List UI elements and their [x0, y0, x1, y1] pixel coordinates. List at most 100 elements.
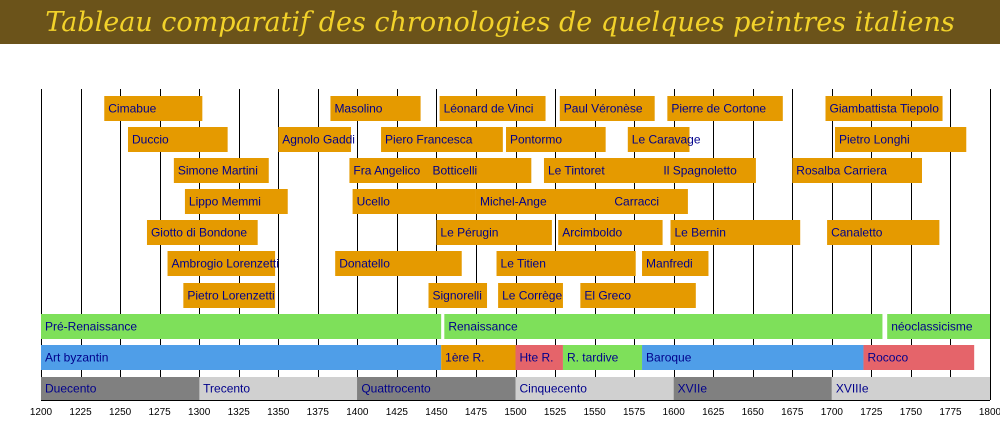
- painter-label: Pietro Lorenzetti: [187, 289, 274, 303]
- painter-bar: [183, 283, 276, 308]
- painter-lippo-memmi: Lippo Memmi: [184, 189, 288, 214]
- century-bar: [199, 377, 358, 400]
- period-bar: [444, 314, 883, 339]
- x-tick-label: 1250: [109, 407, 132, 418]
- painter-donatello: Donatello: [335, 251, 462, 276]
- style-bar: [41, 345, 442, 370]
- x-tick-label: 1225: [69, 407, 92, 418]
- style-label: Baroque: [646, 351, 692, 365]
- painter-label: Agnolo Gaddi: [282, 133, 355, 147]
- painter-label: Cimabue: [108, 102, 156, 116]
- chart-title: Tableau comparatif des chronologies de q…: [45, 6, 955, 38]
- painter-label: Léonard de Vinci: [444, 102, 534, 116]
- style-r-tardive: R. tardive: [562, 345, 643, 370]
- painter-label: Donatello: [339, 257, 390, 271]
- period-pre-renaissance: Pré-Renaissance: [41, 314, 442, 339]
- painter-signorelli: Signorelli: [428, 283, 488, 308]
- century-label: XVIIIe: [836, 382, 869, 396]
- painter-rosalba-carriera: Rosalba Carriera: [792, 158, 922, 183]
- painter-label: Rosalba Carriera: [796, 164, 887, 178]
- painter-label: Masolino: [334, 102, 382, 116]
- century-bar: [673, 377, 832, 400]
- x-tick-label: 1475: [465, 407, 488, 418]
- painter-bar: [352, 189, 476, 214]
- painter-label: Le Bernin: [675, 226, 726, 240]
- century-bar: [515, 377, 674, 400]
- painter-bar: [335, 251, 462, 276]
- period-bar: [41, 314, 442, 339]
- century-label: Duecento: [45, 382, 97, 396]
- painter-bar: [184, 189, 288, 214]
- painter-manfredi: Manfredi: [642, 251, 709, 276]
- century-xviie: XVIIe: [673, 377, 832, 400]
- painter-simone-martini: Simone Martini: [173, 158, 269, 183]
- painter-bar: [834, 127, 967, 152]
- painter-label: Botticelli: [433, 164, 478, 178]
- style-label: Hte R.: [520, 351, 554, 365]
- painter-bar: [439, 96, 546, 121]
- painter-carracci: Carracci: [610, 189, 688, 214]
- period-bar: [887, 314, 990, 339]
- x-tick-label: 1525: [544, 407, 567, 418]
- century-quattrocento: Quattrocento: [357, 377, 516, 400]
- painter-label: Pontormo: [510, 133, 562, 147]
- painter-bar: [558, 220, 663, 245]
- period-label: Pré-Renaissance: [45, 320, 137, 334]
- century-bar: [831, 377, 990, 400]
- painter-le-correge: Le Corrège: [498, 283, 563, 308]
- painter-agnolo-gaddi: Agnolo Gaddi: [278, 127, 355, 152]
- painter-giotto-di-bondone: Giotto di Bondone: [146, 220, 258, 245]
- painter-ambrogio-lorenzetti: Ambrogio Lorenzetti: [167, 251, 279, 276]
- x-tick-label: 1450: [425, 407, 448, 418]
- painter-label: Canaletto: [831, 226, 883, 240]
- painter-bar: [543, 158, 665, 183]
- painter-paul-veronese: Paul Véronèse: [559, 96, 655, 121]
- x-tick-label: 1800: [979, 407, 1000, 418]
- painter-label: Ucello: [357, 195, 391, 209]
- century-label: Quattrocento: [361, 382, 431, 396]
- painter-label: Ambrogio Lorenzetti: [172, 257, 279, 271]
- x-tick-label: 1575: [623, 407, 646, 418]
- period-renaissance: Renaissance: [444, 314, 883, 339]
- painter-botticelli: Botticelli: [428, 158, 532, 183]
- period-neoclassicisme: néoclassicisme: [887, 314, 990, 339]
- style-label: 1ère R.: [445, 351, 484, 365]
- painter-bar: [436, 220, 552, 245]
- century-bar: [41, 377, 200, 400]
- painter-bar: [825, 96, 943, 121]
- painter-duccio: Duccio: [127, 127, 228, 152]
- painter-bar: [627, 127, 690, 152]
- style-label: Rococo: [867, 351, 908, 365]
- painter-label: Paul Véronèse: [564, 102, 643, 116]
- painter-bar: [610, 189, 688, 214]
- painter-bar: [792, 158, 922, 183]
- painter-label: Le Titien: [501, 257, 546, 271]
- painter-label: Le Caravage: [632, 133, 701, 147]
- painter-piero-francesca: Piero Francesca: [381, 127, 503, 152]
- century-bar: [357, 377, 516, 400]
- painter-fra-angelico: Fra Angelico: [349, 158, 445, 183]
- painter-label: Pietro Longhi: [839, 133, 910, 147]
- painter-bar: [827, 220, 940, 245]
- style-rococo: Rococo: [863, 345, 975, 370]
- painter-bar: [146, 220, 258, 245]
- painter-bar: [330, 96, 421, 121]
- style-bar: [515, 345, 563, 370]
- painter-giambattista-tiepolo: Giambattista Tiepolo: [825, 96, 943, 121]
- painter-bar: [475, 189, 617, 214]
- painter-le-titien: Le Titien: [496, 251, 636, 276]
- painter-cimabue: Cimabue: [104, 96, 203, 121]
- x-tick-label: 1550: [583, 407, 606, 418]
- painter-bar: [496, 251, 636, 276]
- century-xviiie: XVIIIe: [831, 377, 990, 400]
- x-tick-label: 1700: [821, 407, 844, 418]
- painter-label: Michel-Ange: [480, 195, 547, 209]
- x-tick-label: 1325: [228, 407, 251, 418]
- century-label: Trecento: [203, 382, 250, 396]
- painter-bar: [428, 158, 532, 183]
- style-label: Art byzantin: [45, 351, 108, 365]
- style-bar: [441, 345, 516, 370]
- painter-bar: [278, 127, 352, 152]
- x-tick-label: 1400: [346, 407, 369, 418]
